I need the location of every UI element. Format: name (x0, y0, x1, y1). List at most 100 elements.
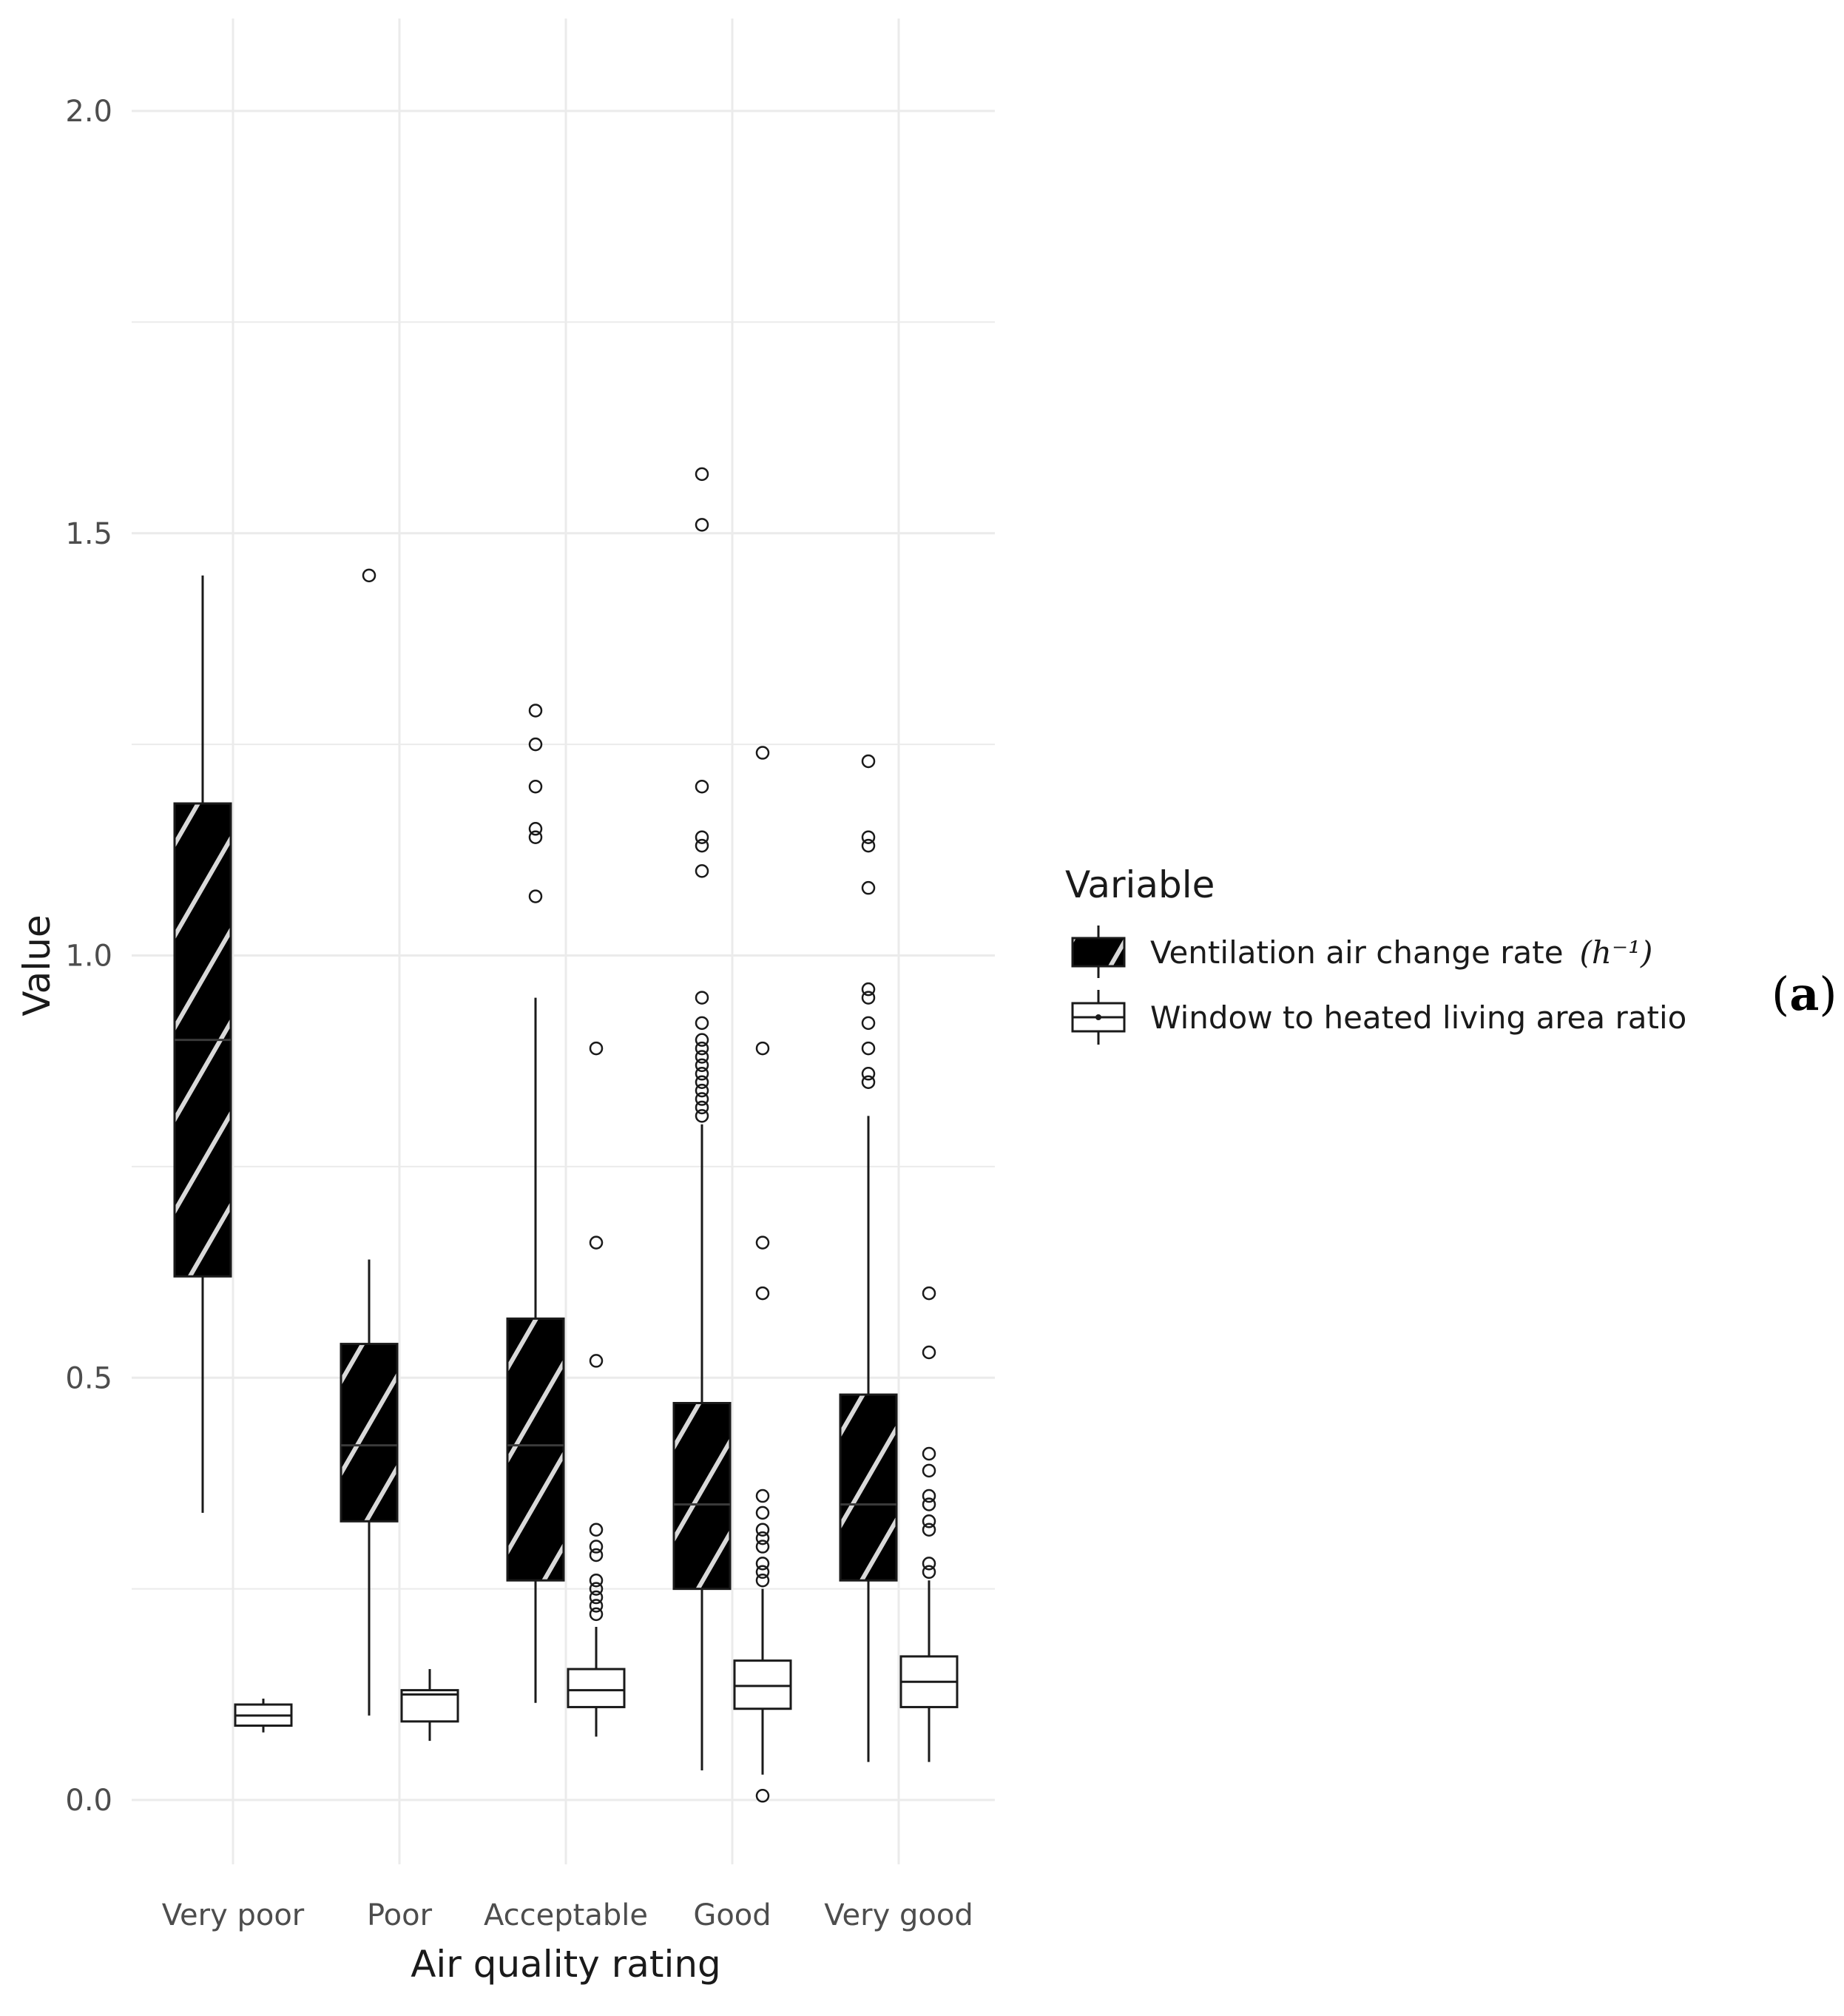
outlier-point (755, 746, 770, 760)
y-tick-label: 0.5 (65, 1361, 112, 1395)
y-tick-label: 2.0 (65, 95, 112, 129)
legend-key-ventilation (1071, 926, 1126, 978)
outlier-point (861, 830, 876, 844)
outlier-point (528, 822, 543, 836)
y-tick-label: 1.0 (65, 940, 112, 974)
panel-label-letter: a (1789, 967, 1819, 1021)
axes: Air quality rating Value (16, 914, 721, 1986)
box-body (733, 1659, 792, 1710)
y-axis-title: Value (16, 914, 58, 1016)
legend-label-ventilation-unit: (h⁻¹) (1580, 934, 1653, 971)
box-window-very-poor (234, 1699, 293, 1733)
outlier-point (589, 1573, 604, 1588)
outlier-point (695, 1100, 709, 1115)
outlier-point (589, 1582, 604, 1596)
boxes (173, 467, 959, 1803)
outlier-point (755, 1565, 770, 1580)
outlier-point (755, 1531, 770, 1545)
box-ventilation-poor (340, 568, 399, 1716)
box-window-acceptable (567, 1041, 626, 1737)
y-tick-label: 1.5 (65, 517, 112, 551)
box-body (340, 1343, 399, 1523)
outlier-point (755, 1573, 770, 1588)
outlier-point (695, 467, 709, 482)
outlier-point (922, 1514, 936, 1528)
outlier-point (362, 568, 376, 583)
outlier-point (861, 754, 876, 769)
outlier-point (755, 1789, 770, 1803)
box-body (839, 1393, 898, 1582)
panel-label-close: ) (1819, 967, 1837, 1021)
outlier-point (922, 1489, 936, 1503)
box-body (506, 1317, 565, 1582)
x-tick-label: Very poor (162, 1898, 305, 1932)
outlier-point (695, 1050, 709, 1064)
outlier-point (922, 1565, 936, 1580)
box-ventilation-very-poor (173, 575, 232, 1513)
outlier-point (589, 1590, 604, 1605)
outlier-point (695, 779, 709, 794)
outlier-point (755, 1557, 770, 1571)
outlier-point (755, 1489, 770, 1503)
outlier-point (755, 1286, 770, 1301)
outlier-point (695, 1092, 709, 1106)
outlier-point (695, 1083, 709, 1098)
panel-label-open: ( (1772, 967, 1789, 1021)
outlier-point (589, 1235, 604, 1250)
outlier-point (695, 1058, 709, 1073)
outlier-point (695, 864, 709, 878)
outlier-point (861, 880, 876, 895)
outlier-point (755, 1506, 770, 1520)
outlier-point (861, 1067, 876, 1081)
outlier-point (695, 1109, 709, 1123)
outlier-point (589, 1599, 604, 1613)
outlier-point (589, 1354, 604, 1368)
outlier-point (755, 1523, 770, 1537)
box-window-poor (400, 1669, 459, 1742)
legend-label-ventilation: Ventilation air change rate (h⁻¹) (1150, 934, 1652, 971)
outlier-point (695, 518, 709, 532)
legend-title: Variable (1065, 863, 1215, 906)
legend: Variable Ventilation air change rate (h⁻… (1065, 863, 1686, 1045)
x-tick-label: Poor (367, 1898, 433, 1932)
box-ventilation-very-good (839, 754, 898, 1762)
panel-label: (a) (1772, 967, 1837, 1021)
outlier-point (922, 1523, 936, 1537)
box-ventilation-good (672, 467, 732, 1771)
outlier-point (922, 1497, 936, 1511)
outlier-point (589, 1540, 604, 1554)
legend-label-window: Window to heated living area ratio (1150, 999, 1686, 1036)
outlier-point (589, 1548, 604, 1562)
outlier-point (755, 1235, 770, 1250)
outlier-point (755, 1540, 770, 1554)
outlier-point (695, 838, 709, 853)
outlier-point (861, 991, 876, 1005)
grid-lines: 0.0 0.5 1.0 1.5 2.0 Very poor Poor Acceptable Go… (65, 18, 995, 1932)
outlier-point (528, 889, 543, 903)
outlier-point (695, 991, 709, 1005)
outlier-point (861, 982, 876, 997)
outlier-point (922, 1446, 936, 1461)
outlier-point (922, 1463, 936, 1478)
outlier-point (695, 830, 709, 844)
box-ventilation-acceptable (506, 704, 565, 1703)
outlier-point (861, 1041, 876, 1056)
outlier-point (861, 1016, 876, 1031)
outlier-point (695, 1016, 709, 1031)
outlier-point (695, 1067, 709, 1081)
legend-key-window (1071, 990, 1126, 1045)
outlier-point (528, 779, 543, 794)
outlier-point (528, 830, 543, 844)
box-window-very-good (899, 1286, 959, 1762)
outlier-point (695, 1033, 709, 1047)
outlier-point (861, 838, 876, 853)
outlier-point (589, 1523, 604, 1537)
outlier-point (861, 1075, 876, 1089)
y-tick-label: 0.0 (65, 1784, 112, 1818)
box-window-good (733, 746, 792, 1803)
outlier-point (922, 1286, 936, 1301)
outlier-point (695, 1075, 709, 1089)
outlier-point (922, 1345, 936, 1360)
outlier-point (589, 1607, 604, 1622)
